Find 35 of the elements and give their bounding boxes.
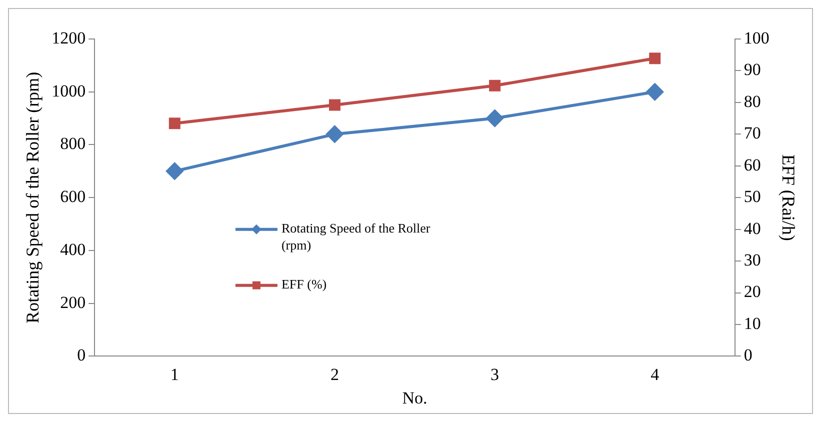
point bbox=[646, 83, 664, 100]
y2-tick-label: 90 bbox=[744, 60, 761, 80]
y-tick-label: 0 bbox=[77, 346, 86, 365]
point bbox=[166, 162, 184, 180]
point bbox=[326, 126, 344, 143]
x-tick-label: 3 bbox=[490, 364, 500, 384]
point bbox=[486, 110, 504, 127]
legend-label: EFF (%) bbox=[281, 276, 327, 292]
x-tick-label: 2 bbox=[330, 364, 339, 384]
point bbox=[328, 99, 340, 111]
y2-axis-title: EFF (Rai/h) bbox=[778, 154, 798, 241]
y2-tick-label: 70 bbox=[744, 124, 761, 143]
y2-tick-label: 60 bbox=[744, 155, 761, 174]
y-tick-label: 800 bbox=[60, 134, 86, 154]
y-tick-label: 600 bbox=[60, 187, 86, 206]
y2-tick-label: 50 bbox=[744, 187, 761, 206]
x-axis-title: No. bbox=[402, 388, 428, 408]
y-tick-label: 1000 bbox=[52, 81, 86, 100]
point bbox=[489, 80, 501, 92]
y2-tick-label: 80 bbox=[744, 92, 761, 111]
point bbox=[168, 118, 180, 130]
legend-label: Rotating Speed of the Roller (rpm) bbox=[281, 220, 431, 253]
y-tick-label: 200 bbox=[60, 292, 86, 312]
x-tick-label: 4 bbox=[650, 364, 660, 384]
y-tick-label: 1200 bbox=[52, 28, 86, 48]
y2-tick-label: 20 bbox=[744, 282, 761, 302]
y-tick-label: 400 bbox=[60, 240, 86, 259]
point bbox=[649, 52, 661, 64]
x-tick-label: 1 bbox=[170, 364, 179, 384]
y2-tick-label: 10 bbox=[744, 314, 761, 333]
y2-tick-label: 0 bbox=[744, 346, 752, 365]
y2-tick-label: 30 bbox=[744, 250, 761, 270]
y2-tick-label: 40 bbox=[744, 218, 761, 238]
y-axis-title: Rotating Speed of the Roller (rpm) bbox=[22, 72, 43, 324]
y2-tick-label: 100 bbox=[744, 28, 770, 48]
